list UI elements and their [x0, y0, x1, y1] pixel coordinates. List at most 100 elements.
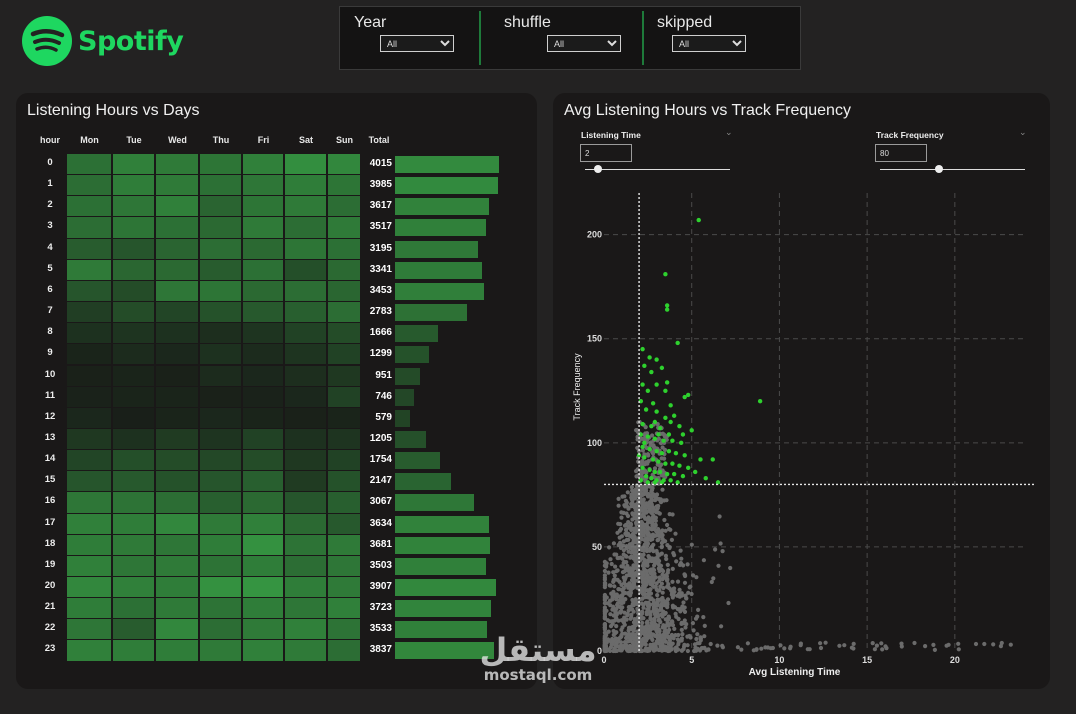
scatter-point [612, 618, 617, 623]
scatter-point [634, 520, 639, 525]
heatmap-cell [67, 280, 111, 302]
scatter-point [715, 643, 720, 648]
heatmap-total-bar [395, 430, 426, 448]
listening-time-input[interactable] [580, 144, 632, 162]
highlighted-point [649, 423, 654, 429]
heatmap-cell [113, 344, 154, 365]
scatter-point [735, 645, 740, 650]
scatter-point [659, 551, 664, 556]
highlighted-point [659, 451, 665, 456]
scatter-point [651, 604, 657, 609]
scatter-point [653, 584, 658, 589]
scatter-point [655, 530, 660, 535]
scatter-point [682, 644, 687, 649]
heatmap-total-bar [395, 325, 438, 343]
highlighted-point [640, 382, 645, 387]
heatmap-cell [200, 534, 241, 555]
scatter-point [673, 611, 678, 617]
scatter-point [630, 640, 635, 645]
highlighted-point [663, 271, 668, 277]
scatter-point [639, 492, 644, 497]
heatmap-cell [156, 259, 198, 280]
scatter-point [602, 630, 607, 635]
heatmap-header-day: Mon [80, 135, 99, 145]
scatter-point [669, 647, 674, 652]
heatmap-row-label: 16 [44, 495, 56, 507]
heatmap-header-day: Fri [257, 135, 270, 145]
scatter-point [645, 560, 650, 565]
chevron-down-icon[interactable]: ⌄ [1019, 127, 1027, 137]
scatter-point [670, 512, 675, 517]
scatter-point [606, 629, 611, 634]
heatmap-cell [67, 238, 111, 259]
heatmap-total-bar [395, 579, 496, 596]
track-frequency-slider-thumb[interactable] [935, 165, 943, 173]
heatmap-row-total: 951 [375, 369, 392, 381]
scatter-point [611, 541, 616, 546]
x-axis-label: Avg Listening Time [749, 667, 841, 678]
scatter-point [662, 498, 667, 503]
highlighted-point [698, 457, 703, 462]
chevron-down-icon[interactable]: ⌄ [725, 127, 733, 137]
scatter-point [870, 641, 875, 646]
scatter-point [690, 621, 695, 626]
scatter-point [619, 593, 624, 598]
scatter-point [670, 579, 675, 584]
heatmap-title: Listening Hours vs Days [27, 102, 200, 119]
scatter-point [611, 579, 616, 584]
scatter-point [658, 584, 663, 589]
highlighted-point [649, 369, 654, 375]
heatmap-row-total: 1205 [369, 432, 392, 444]
highlighted-point [664, 471, 670, 477]
track-frequency-slider-track[interactable] [880, 169, 1025, 170]
highlighted-point [668, 478, 673, 483]
shuffle-select[interactable]: All [547, 35, 621, 52]
skipped-select[interactable]: All [672, 35, 746, 52]
highlighted-point [668, 403, 673, 408]
scatter-point [602, 597, 607, 603]
scatter-point [667, 586, 672, 591]
scatter-point [653, 560, 658, 565]
scatter-point [631, 601, 636, 606]
heatmap-cell [243, 492, 283, 513]
heatmap-cell [67, 407, 111, 428]
heatmap-cell [243, 302, 283, 323]
heatmap-total-bar [395, 388, 414, 406]
heatmap-cell [200, 619, 241, 640]
scatter-point [602, 568, 607, 574]
year-select[interactable]: All [380, 35, 454, 52]
heatmap-cell [200, 344, 241, 365]
heatmap-cell [243, 217, 283, 238]
scatter-point [649, 579, 654, 584]
scatter-point [655, 632, 660, 637]
scatter-point [689, 542, 694, 547]
scatter-point [665, 522, 670, 528]
scatter-point [619, 515, 624, 520]
scatter-point [696, 607, 701, 613]
heatmap-row-label: 13 [44, 431, 56, 443]
listening-time-slider-track[interactable] [585, 169, 730, 170]
heatmap-cell [200, 365, 241, 386]
highlighted-point [657, 426, 663, 431]
scatter-point [604, 561, 609, 566]
scatter-point [837, 643, 842, 648]
heatmap-total-bar [395, 282, 484, 300]
scatter-point [782, 646, 787, 651]
heatmap-cell [200, 428, 241, 450]
scatter-point [711, 576, 716, 581]
scatter-point [641, 605, 646, 610]
scatter-point [612, 584, 617, 589]
track-frequency-input[interactable] [875, 144, 927, 162]
scatter-point [628, 555, 633, 560]
x-tick-label: 20 [950, 655, 960, 665]
scatter-point [651, 642, 656, 647]
scatter-point [883, 644, 888, 649]
y-tick-label: 200 [587, 230, 602, 240]
heatmap-cell [285, 513, 326, 534]
scatter-point [646, 453, 651, 458]
scatter-point [631, 643, 636, 648]
scatter-point [606, 570, 611, 575]
heatmap-total-bar [395, 536, 490, 554]
listening-time-slider-thumb[interactable] [594, 165, 602, 173]
scatter-point [621, 510, 626, 515]
